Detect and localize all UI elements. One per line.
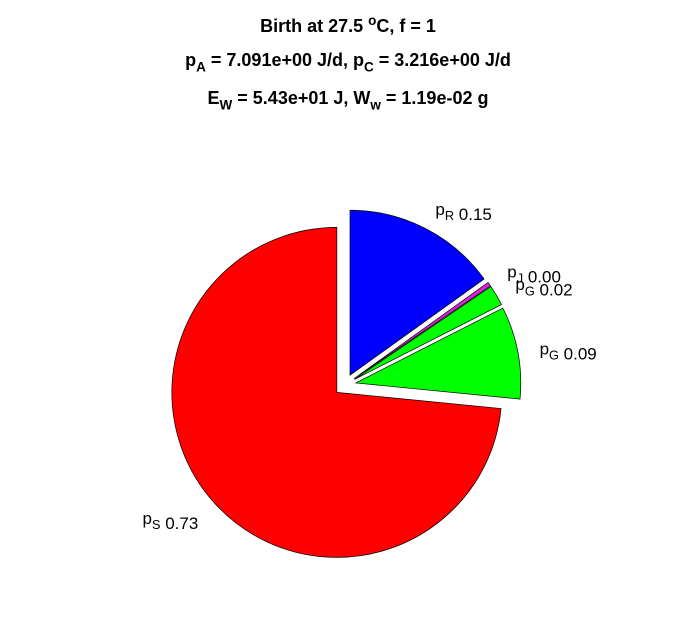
slice-category: pG (515, 275, 534, 298)
pie-slice (354, 286, 502, 380)
pie-slice (349, 209, 485, 376)
slice-category: pS (143, 509, 161, 532)
slice-category: pG (540, 339, 559, 362)
slice-value-label: 0.15 (454, 205, 492, 224)
pie-slice (353, 281, 491, 379)
slice-value-label: 0.73 (160, 514, 198, 533)
pie-slice (354, 307, 522, 400)
slice-value-label: 0.09 (559, 344, 597, 363)
slice-label: pR 0.15 (435, 200, 492, 224)
slice-label: pG 0.02 (515, 275, 572, 299)
chart-title: EW = 5.43e+01 J, Ww = 1.19e-02 g (208, 88, 489, 112)
chart-title: Birth at 27.5 oC, f = 1 (260, 13, 436, 36)
chart-title: pA = 7.091e+00 J/d, pC = 3.216e+00 J/d (185, 50, 511, 74)
pie-slice (171, 227, 502, 558)
slice-label: pJ 0.00 (507, 263, 561, 287)
slice-label: pS 0.73 (143, 509, 199, 533)
slice-value-label: 0.00 (523, 268, 561, 287)
slice-label: pG 0.09 (540, 339, 597, 363)
slice-category: pR (435, 200, 454, 223)
slice-category: pJ (507, 263, 523, 286)
slice-value-label: 0.02 (535, 280, 573, 299)
